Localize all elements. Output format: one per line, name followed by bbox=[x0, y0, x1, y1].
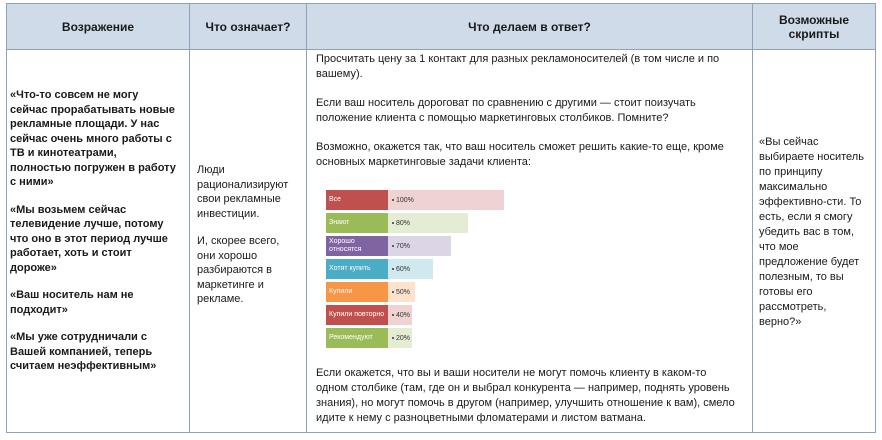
funnel-bar: Хорошо относятся 70% bbox=[326, 236, 451, 256]
bullet-dot bbox=[392, 222, 394, 224]
column-divider bbox=[752, 4, 753, 432]
funnel-value-label: 20% bbox=[396, 334, 411, 342]
funnel-value-label: 80% bbox=[396, 219, 411, 227]
meaning-text: И, скорее всего, они хорошо разбираются … bbox=[197, 235, 280, 305]
meaning-column: Люди рационализируют свои рекламные инве… bbox=[197, 163, 295, 320]
funnel-bar-label: Купили повторно bbox=[326, 305, 388, 325]
objection-text: «Ваш носитель нам не подходит» bbox=[10, 289, 134, 316]
response-paragraph: Если окажется, что вы и ваши носители не… bbox=[316, 367, 735, 424]
objections-table: Возражение Что означает? Что делаем в от… bbox=[6, 3, 876, 433]
funnel-bar-label: Хотят купить bbox=[326, 259, 388, 279]
response-conclusion: Если окажется, что вы и ваши носители не… bbox=[316, 366, 740, 440]
header-response: Что делаем в ответ? bbox=[307, 4, 752, 50]
funnel-bar: Рекомендуют 20% bbox=[326, 328, 412, 348]
funnel-value-label: 40% bbox=[396, 311, 411, 319]
column-divider bbox=[189, 4, 190, 432]
response-paragraph: Возможно, окажется так, что ваш носитель… bbox=[316, 141, 724, 168]
response-column: Просчитать цену за 1 контакт для разных … bbox=[316, 52, 740, 184]
funnel-value-label: 100% bbox=[396, 196, 414, 204]
response-paragraph: Если ваш носитель дороговат по сравнению… bbox=[316, 97, 696, 124]
funnel-bar-label: Знают bbox=[326, 213, 388, 233]
funnel-value-label: 60% bbox=[396, 265, 411, 273]
column-divider bbox=[306, 4, 307, 432]
funnel-bar-value: 100% bbox=[388, 190, 504, 210]
bullet-dot bbox=[392, 337, 394, 339]
bullet-dot bbox=[392, 291, 394, 293]
funnel-bar: Хотят купить 60% bbox=[326, 259, 433, 279]
objections-column: «Что-то совсем не могу сейчас прорабатыв… bbox=[10, 88, 178, 387]
funnel-bar-value: 50% bbox=[388, 282, 415, 302]
funnel-bar: Купили повторно 40% bbox=[326, 305, 412, 325]
bullet-dot bbox=[392, 268, 394, 270]
funnel-bar-label: Рекомендуют bbox=[326, 328, 388, 348]
funnel-value-label: 70% bbox=[396, 242, 411, 250]
bullet-dot bbox=[392, 199, 394, 201]
funnel-bar-value: 20% bbox=[388, 328, 412, 348]
funnel-bar: Все 100% bbox=[326, 190, 504, 210]
objection-text: «Мы возьмем сейчас телевидение лучше, по… bbox=[10, 203, 168, 274]
funnel-bar: Купили 50% bbox=[326, 282, 415, 302]
objection-text: «Что-то совсем не могу сейчас прорабатыв… bbox=[10, 89, 176, 188]
script-text: «Вы сейчас выбираете носитель по принцип… bbox=[759, 136, 864, 328]
meaning-text: Люди рационализируют свои рекламные инве… bbox=[197, 164, 289, 220]
header-objection: Возражение bbox=[7, 4, 189, 50]
bullet-dot bbox=[392, 245, 394, 247]
marketing-funnel-chart: Все 100% Знают 80% Хорошо относятся 70% Хотят … bbox=[326, 190, 526, 350]
response-paragraph: Просчитать цену за 1 контакт для разных … bbox=[316, 53, 720, 80]
objection-text: «Мы уже сотрудничали с Вашей компанией, … bbox=[10, 331, 157, 372]
funnel-bar-value: 80% bbox=[388, 213, 469, 233]
bullet-dot bbox=[392, 314, 394, 316]
header-meaning: Что означает? bbox=[190, 4, 306, 50]
funnel-bar: Знают 80% bbox=[326, 213, 469, 233]
funnel-bar-label: Купили bbox=[326, 282, 388, 302]
funnel-value-label: 50% bbox=[396, 288, 411, 296]
funnel-bar-label: Хорошо относятся bbox=[326, 236, 388, 256]
header-scripts: Возможные скрипты bbox=[753, 4, 875, 50]
funnel-bar-value: 70% bbox=[388, 236, 451, 256]
funnel-bar-value: 40% bbox=[388, 305, 412, 325]
funnel-bar-value: 60% bbox=[388, 259, 433, 279]
funnel-bar-label: Все bbox=[326, 190, 388, 210]
